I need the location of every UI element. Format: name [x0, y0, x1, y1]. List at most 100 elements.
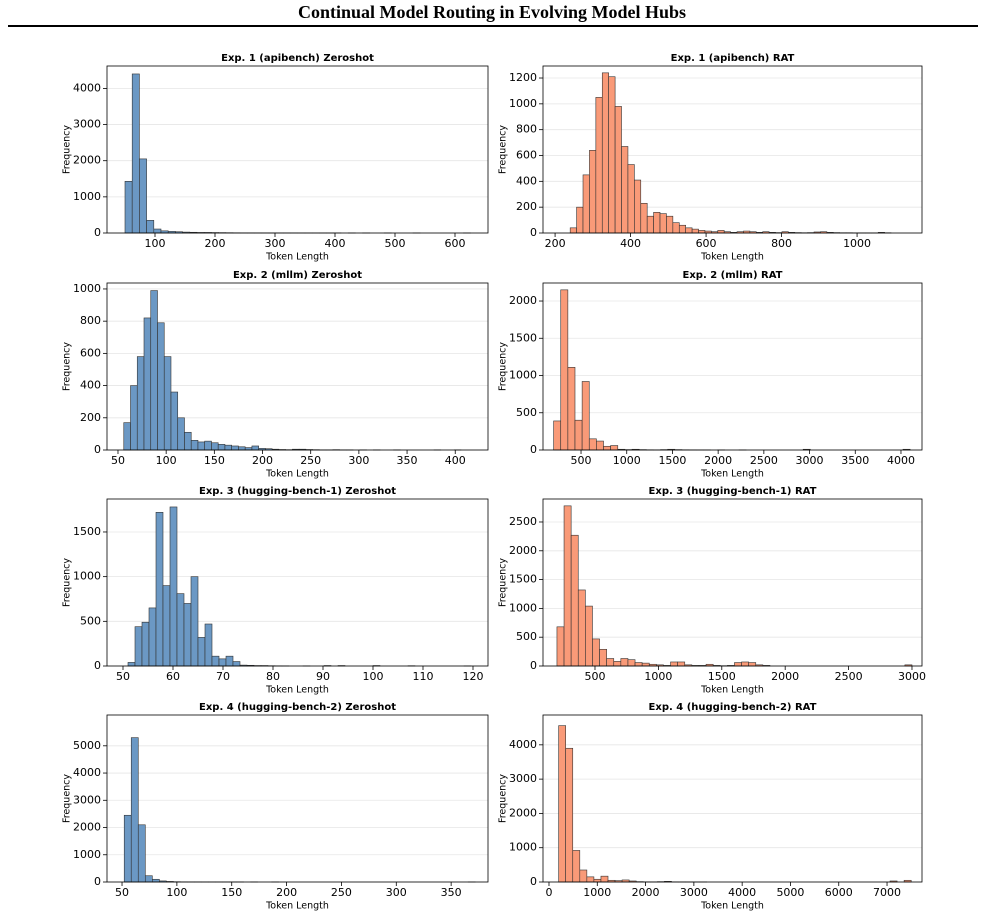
hist-bar [169, 506, 178, 667]
hist-bar [153, 228, 162, 234]
hist-bar [130, 737, 139, 883]
x-tick-label: 2500 [750, 454, 778, 467]
hist-bar [225, 655, 234, 667]
hist-bar [148, 607, 157, 667]
hist-bar [610, 445, 619, 451]
hist-bar [677, 661, 686, 667]
y-tick-label: 0 [94, 659, 101, 672]
y-tick-label: 500 [516, 630, 537, 643]
x-tick-label: 250 [331, 886, 352, 899]
hist-bar [127, 662, 136, 667]
hist-bar [600, 875, 609, 883]
hist-bar [183, 603, 192, 667]
hist-bar [595, 97, 603, 234]
x-tick-label: 5000 [776, 886, 804, 899]
y-tick-label: 1000 [73, 282, 101, 295]
x-axis-label: Token Length [700, 469, 764, 480]
x-tick-label: 300 [348, 454, 369, 467]
hist-bar [569, 227, 577, 234]
hist-bar [204, 440, 212, 451]
y-tick-label: 1500 [509, 573, 537, 586]
y-tick-label: 4000 [73, 766, 101, 779]
chart-title: Exp. 3 (hugging-bench-1) RAT [649, 486, 817, 497]
hist-bar [136, 356, 145, 451]
y-tick-label: 2000 [509, 544, 537, 557]
hist-bar [231, 445, 239, 451]
x-tick-label: 200 [545, 237, 566, 250]
x-tick-label: 300 [265, 237, 286, 250]
x-tick-label: 2000 [632, 886, 660, 899]
y-axis-label: Frequency [62, 125, 73, 174]
hist-bar [238, 446, 246, 451]
hist-bar [691, 228, 699, 234]
x-tick-label: 200 [205, 237, 226, 250]
hist-bar [596, 440, 604, 451]
y-tick-label: 1200 [509, 71, 537, 84]
hist-bar [589, 150, 597, 234]
hist-bar [137, 824, 146, 883]
x-tick-label: 600 [696, 237, 717, 250]
hist-bar [157, 322, 165, 451]
hist-bar [603, 445, 611, 451]
page-title: Continual Model Routing in Evolving Mode… [298, 2, 686, 22]
hist-bar [124, 181, 133, 234]
y-tick-label: 0 [94, 443, 101, 456]
hist-bar [123, 814, 132, 883]
chart-title: Exp. 1 (apibench) RAT [671, 53, 795, 64]
y-tick-label: 3000 [73, 118, 101, 131]
y-tick-label: 0 [530, 875, 537, 888]
x-tick-label: 400 [325, 237, 346, 250]
hist-bar [599, 648, 607, 667]
hist-bar [741, 661, 749, 667]
plot-frame [106, 65, 489, 234]
plot-frame [542, 282, 923, 451]
plot-frame [106, 714, 489, 883]
hist-bar [197, 441, 206, 451]
hist-bar [670, 661, 678, 667]
hist-bar [576, 206, 584, 234]
hist-bar [139, 158, 147, 234]
y-axis-label: Frequency [498, 342, 509, 391]
x-tick-label: 1000 [613, 454, 641, 467]
x-tick-label: 110 [413, 670, 434, 683]
y-tick-label: 0 [94, 226, 101, 239]
hist-bar [211, 442, 219, 451]
hist-bar [593, 878, 602, 883]
hist-bar [134, 626, 143, 667]
x-tick-label: 1500 [658, 454, 686, 467]
x-tick-label: 800 [771, 237, 792, 250]
hist-bar [563, 505, 572, 667]
x-tick-label: 350 [397, 454, 418, 467]
hist-bar [634, 662, 643, 667]
x-tick-label: 150 [221, 886, 242, 899]
x-axis-label: Token Length [700, 252, 764, 263]
hist-bar [586, 876, 595, 883]
chart-title: Exp. 4 (hugging-bench-2) RAT [649, 702, 817, 713]
hist-bar [224, 444, 232, 451]
x-tick-label: 50 [116, 670, 130, 683]
x-axis-label: Token Length [265, 252, 329, 263]
y-tick-label: 1000 [509, 841, 537, 854]
x-tick-label: 100 [145, 237, 166, 250]
hist-bar [162, 585, 171, 667]
chart-title: Exp. 2 (mllm) Zeroshot [233, 270, 362, 281]
hist-bar [601, 72, 609, 234]
x-tick-label: 3500 [841, 454, 869, 467]
y-tick-label: 4000 [73, 81, 101, 94]
y-tick-label: 200 [516, 200, 537, 213]
y-tick-label: 800 [80, 314, 101, 327]
y-axis-label: Frequency [498, 558, 509, 607]
y-tick-label: 1000 [73, 848, 101, 861]
hist-bar [176, 593, 185, 667]
hist-bar [204, 623, 213, 667]
hist-bar [646, 215, 654, 234]
hist-bar [177, 417, 185, 451]
x-tick-label: 50 [111, 454, 125, 467]
hist-bar [163, 356, 172, 451]
y-tick-label: 600 [80, 346, 101, 359]
x-axis-label: Token Length [700, 685, 764, 696]
hist-bar [197, 637, 206, 667]
x-tick-label: 100 [166, 886, 187, 899]
x-axis-label: Token Length [265, 901, 329, 912]
